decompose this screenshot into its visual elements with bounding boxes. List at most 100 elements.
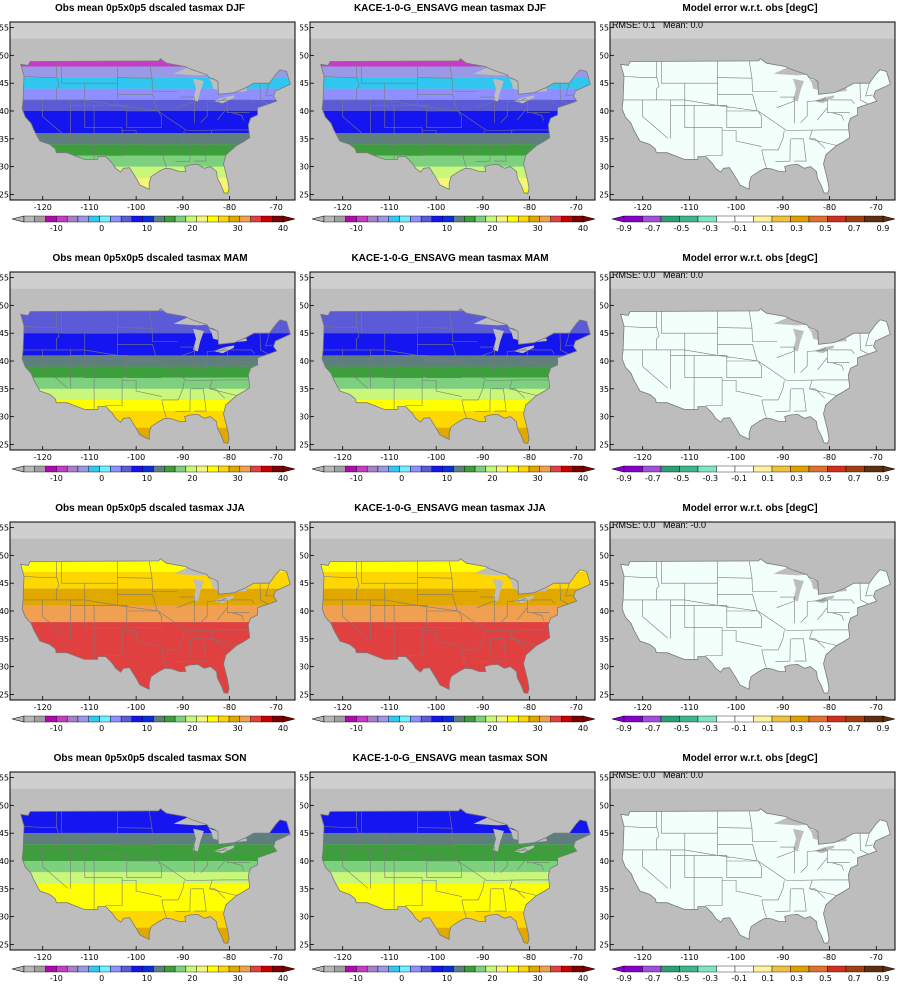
colorbar-swatch bbox=[474, 465, 487, 473]
colorbar-swatch bbox=[174, 715, 187, 723]
colorbar-swatch bbox=[697, 715, 717, 723]
temperature-band bbox=[320, 399, 591, 412]
state-borders bbox=[23, 310, 273, 418]
colorbar-swatch bbox=[250, 465, 262, 473]
colorbar-swatch bbox=[496, 965, 508, 973]
colorbar-label: 30 bbox=[533, 724, 543, 733]
colorbar-swatch bbox=[261, 215, 273, 223]
colorbar-swatch bbox=[120, 465, 133, 473]
great-lakes bbox=[473, 815, 547, 854]
colorbar-swatch bbox=[377, 965, 389, 973]
colorbar-swatch bbox=[572, 215, 584, 223]
colorbar-label: -0.9 bbox=[616, 974, 632, 983]
great-lakes bbox=[773, 815, 847, 854]
lon-tick-label: -90 bbox=[776, 703, 789, 712]
colorbar-label: -0.3 bbox=[703, 974, 719, 983]
colorbar-label: 10 bbox=[142, 724, 152, 733]
colorbar-swatch bbox=[485, 465, 497, 473]
colorbar-swatch bbox=[550, 965, 562, 973]
panel-title: Model error w.r.t. obs [degC] bbox=[682, 3, 818, 14]
lat-tick-label: 40 bbox=[600, 857, 609, 866]
temperature-band bbox=[20, 155, 291, 167]
lon-tick-label: -100 bbox=[427, 453, 445, 462]
lon-tick-label: -110 bbox=[680, 203, 698, 212]
lat-tick-label: 55 bbox=[0, 774, 9, 783]
colorbar-swatch bbox=[218, 215, 230, 223]
lat-tick-label: 40 bbox=[0, 357, 9, 366]
colorbar-swatch bbox=[323, 965, 335, 973]
lon-tick-label: -110 bbox=[380, 453, 398, 462]
colorbar-swatch bbox=[323, 215, 335, 223]
lon-tick-label: -100 bbox=[127, 703, 145, 712]
lon-tick-label: -100 bbox=[127, 203, 145, 212]
colorbar-swatch bbox=[518, 215, 530, 223]
state-borders bbox=[23, 560, 273, 668]
colorbar-swatch bbox=[623, 965, 643, 973]
country-outline bbox=[20, 808, 291, 944]
lon-tick-label: -80 bbox=[823, 953, 836, 962]
lon-tick-label: -100 bbox=[727, 703, 745, 712]
colorbar-swatch bbox=[753, 965, 773, 973]
colorbar-label: -0.9 bbox=[616, 474, 632, 483]
colorbar-swatch bbox=[753, 715, 773, 723]
temperature-band bbox=[20, 388, 291, 400]
country-outline bbox=[620, 58, 891, 194]
colorbar-swatch bbox=[120, 215, 133, 223]
colorbar-swatch bbox=[366, 465, 379, 473]
colorbar-upper-arrow bbox=[582, 465, 596, 473]
colorbar-label: 0.9 bbox=[877, 474, 890, 483]
colorbar-swatch bbox=[45, 215, 57, 223]
colorbar-swatch bbox=[88, 215, 100, 223]
colorbar-swatch bbox=[377, 215, 389, 223]
colorbar-swatch bbox=[410, 465, 422, 473]
error-stats: RMSE: 0.1 Mean: 0.0 bbox=[612, 20, 704, 30]
lat-tick-label: 35 bbox=[300, 385, 309, 394]
lat-tick-label: 40 bbox=[300, 357, 309, 366]
colorbar-swatch bbox=[272, 965, 284, 973]
colorbar-swatch bbox=[453, 715, 465, 723]
colorbar-label: 20 bbox=[487, 224, 497, 233]
colorbar-label: 10 bbox=[442, 474, 452, 483]
colorbar-swatch bbox=[431, 465, 443, 473]
colorbar-swatch bbox=[45, 465, 57, 473]
colorbar-swatch bbox=[153, 715, 165, 723]
colorbar-swatch bbox=[734, 715, 754, 723]
colorbar-label: -0.7 bbox=[645, 724, 661, 733]
colorbar-swatch bbox=[388, 215, 400, 223]
colorbar-swatch bbox=[623, 215, 643, 223]
canada-region bbox=[610, 272, 895, 289]
colorbar-swatch bbox=[142, 965, 154, 973]
colorbar-swatch bbox=[464, 465, 476, 473]
country-outline bbox=[620, 808, 891, 944]
colorbar-label: 0.1 bbox=[762, 224, 775, 233]
colorbar-swatch bbox=[174, 465, 187, 473]
lat-tick-label: 55 bbox=[300, 24, 309, 33]
lat-tick-label: 30 bbox=[0, 413, 9, 422]
lat-tick-label: 55 bbox=[600, 774, 609, 783]
lon-tick-label: -120 bbox=[634, 953, 652, 962]
colorbar-swatch bbox=[518, 715, 530, 723]
lon-tick-label: -90 bbox=[176, 203, 189, 212]
state-borders bbox=[323, 310, 573, 418]
colorbar-swatch bbox=[164, 465, 176, 473]
panel-title: KACE-1-0-G_ENSAVG mean tasmax SON bbox=[352, 753, 548, 764]
colorbar-swatch bbox=[45, 715, 57, 723]
colorbar-swatch bbox=[410, 965, 422, 973]
colorbar-label: -10 bbox=[50, 974, 63, 983]
colorbar-swatch bbox=[528, 965, 541, 973]
lat-tick-label: 25 bbox=[300, 190, 309, 199]
lat-tick-label: 40 bbox=[0, 857, 9, 866]
colorbar-swatch bbox=[642, 965, 662, 973]
lat-tick-label: 45 bbox=[600, 329, 609, 338]
temperature-band bbox=[320, 833, 591, 845]
temperature-band bbox=[320, 88, 591, 100]
lat-tick-label: 30 bbox=[0, 163, 9, 172]
colorbar-swatch bbox=[572, 465, 584, 473]
colorbar-swatch bbox=[334, 215, 346, 223]
error-panel-son: Model error w.r.t. obs [degC] -120 -110 -10… bbox=[600, 750, 900, 1000]
colorbar-label: -10 bbox=[350, 474, 363, 483]
colorbar-swatch bbox=[99, 215, 111, 223]
colorbar-swatch bbox=[345, 965, 357, 973]
